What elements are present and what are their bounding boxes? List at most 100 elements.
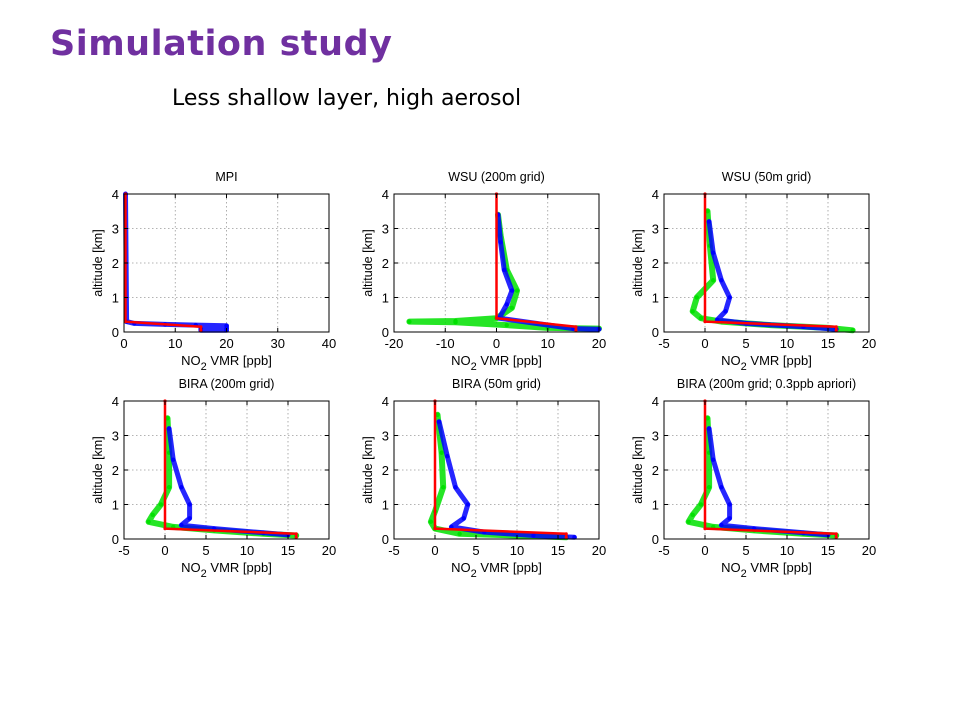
data-point-red (703, 320, 707, 324)
data-point-green (711, 278, 716, 283)
data-point-red (834, 328, 838, 332)
data-point-blue (171, 457, 176, 462)
x-tick-label: 40 (322, 336, 336, 351)
panel-title: WSU (200m grid) (448, 170, 545, 184)
x-tick-label: 0 (701, 543, 708, 558)
y-tick-label: 3 (382, 429, 389, 444)
data-point-blue (166, 426, 172, 431)
y-tick-label: 1 (382, 498, 389, 513)
data-point-red (564, 535, 568, 539)
data-point-blue (711, 250, 716, 255)
series-red (163, 399, 298, 539)
data-point-blue (719, 278, 724, 283)
data-point-blue (504, 302, 509, 307)
data-point-red (199, 328, 203, 332)
data-point-green (441, 485, 446, 490)
x-axis-label: NO2 VMR [ppb] (721, 353, 812, 373)
y-tick-label: 2 (112, 256, 119, 271)
y-tick-label: 2 (112, 463, 119, 478)
x-tick-label: 15 (821, 336, 835, 351)
x-tick-label: 10 (168, 336, 182, 351)
x-tick-label: 20 (592, 336, 606, 351)
y-tick-label: 4 (382, 394, 389, 409)
y-tick-label: 4 (382, 187, 389, 202)
data-point-blue (706, 426, 712, 431)
y-tick-label: 1 (382, 291, 389, 306)
data-point-blue (509, 288, 515, 293)
x-tick-label: 15 (281, 543, 295, 558)
y-tick-label: 0 (382, 325, 389, 340)
y-axis-label: altitude [km] (91, 436, 105, 503)
x-tick-label: 0 (431, 543, 438, 558)
data-point-green (706, 485, 712, 490)
data-point-blue (187, 502, 192, 507)
data-point-red (199, 325, 203, 329)
y-tick-label: 3 (652, 222, 659, 237)
data-point-blue (498, 240, 503, 245)
data-point-green (705, 209, 710, 214)
x-tick-label: 5 (742, 543, 749, 558)
y-tick-label: 0 (652, 532, 659, 547)
y-tick-label: 4 (112, 187, 119, 202)
data-point-red (834, 325, 838, 329)
y-tick-label: 3 (382, 222, 389, 237)
data-point-blue (465, 502, 470, 507)
x-tick-label: 10 (780, 543, 794, 558)
data-point-blue (727, 295, 732, 300)
series-red (124, 192, 203, 332)
data-point-red (574, 328, 578, 332)
y-tick-label: 1 (652, 498, 659, 513)
data-point-red (834, 535, 838, 539)
data-point-red (294, 535, 298, 539)
data-point-green (690, 309, 695, 314)
data-point-red (433, 527, 437, 531)
data-point-blue (572, 535, 577, 540)
panel-title: MPI (215, 170, 237, 184)
data-point-green (686, 519, 691, 524)
data-point-blue (179, 523, 184, 528)
x-tick-label: -10 (436, 336, 455, 351)
data-point-blue (501, 267, 507, 273)
data-point-red (574, 325, 578, 329)
data-point-blue (727, 516, 732, 521)
data-point-green (698, 316, 704, 321)
x-tick-label: 15 (821, 543, 835, 558)
data-point-green (428, 519, 434, 524)
y-tick-label: 2 (382, 256, 389, 271)
data-point-blue (719, 523, 724, 528)
y-tick-label: 4 (112, 394, 119, 409)
y-tick-label: 1 (112, 291, 119, 306)
data-point-green (150, 512, 155, 518)
x-tick-label: 30 (271, 336, 285, 351)
y-tick-label: 3 (652, 429, 659, 444)
data-point-green (146, 519, 151, 524)
y-tick-label: 0 (382, 532, 389, 547)
x-tick-label: -5 (658, 336, 670, 351)
series-red (433, 399, 568, 539)
data-point-green (435, 412, 440, 417)
x-tick-label: 20 (862, 543, 876, 558)
plot-area (664, 401, 869, 539)
y-tick-label: 4 (652, 187, 659, 202)
x-tick-label: 10 (240, 543, 254, 558)
y-axis-label: altitude [km] (361, 436, 375, 503)
x-tick-label: 10 (780, 336, 794, 351)
x-axis-label: NO2 VMR [ppb] (181, 560, 272, 580)
data-point-blue (723, 309, 728, 314)
data-point-green (514, 288, 520, 293)
x-tick-label: -5 (388, 543, 400, 558)
x-tick-label: 10 (541, 336, 555, 351)
plot-area (124, 401, 329, 539)
panel-title: BIRA (200m grid; 0.3ppb apriori) (677, 377, 856, 391)
panel-title: BIRA (50m grid) (452, 377, 541, 391)
data-point-blue (719, 485, 724, 490)
x-tick-label: 5 (202, 543, 209, 558)
data-point-red (494, 316, 499, 320)
x-tick-label: 15 (551, 543, 565, 558)
y-tick-label: 0 (652, 325, 659, 340)
data-point-green (407, 319, 412, 324)
